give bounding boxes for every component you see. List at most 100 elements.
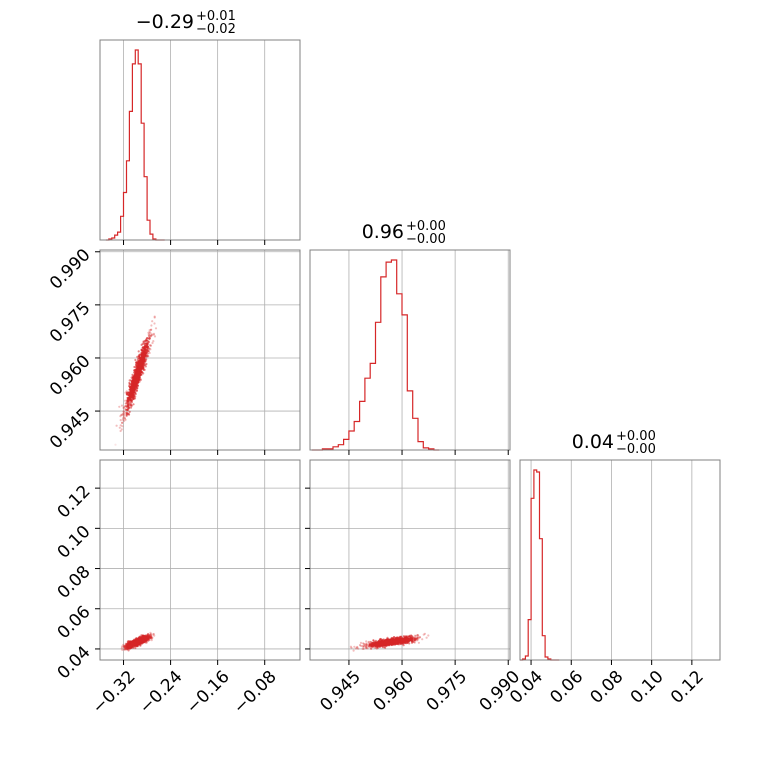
scatter-point	[153, 315, 156, 318]
scatter-core-point	[148, 337, 151, 340]
scatter-point	[384, 646, 387, 649]
scatter-point	[374, 639, 377, 642]
scatter-point	[122, 406, 125, 409]
title-plus: +0.00	[616, 429, 656, 444]
scatter-point	[124, 646, 127, 649]
scatter-point	[132, 395, 135, 398]
scatter-point	[125, 413, 128, 416]
scatter-point	[123, 644, 126, 648]
scatter-point	[150, 634, 153, 638]
scatter-point	[123, 645, 126, 648]
scatter-point	[362, 647, 365, 651]
scatter-point	[139, 378, 142, 381]
scatter-point	[361, 645, 364, 648]
x-tick-label: 0.06	[546, 667, 587, 708]
scatter-0-1	[114, 315, 158, 446]
scatter-point	[149, 633, 152, 636]
scatter-core-point	[413, 638, 417, 642]
scatter-core-point	[134, 371, 138, 375]
scatter-point	[123, 417, 126, 420]
scatter-point	[115, 424, 118, 427]
scatter-core-point	[139, 363, 143, 367]
scatter-point	[120, 428, 123, 431]
scatter-point	[149, 334, 152, 338]
scatter-point	[149, 631, 152, 634]
x-tick-label: 0.945	[316, 667, 365, 716]
scatter-core-point	[133, 382, 137, 386]
scatter-point	[350, 646, 353, 649]
scatter-point	[123, 405, 126, 408]
scatter-point	[150, 334, 153, 337]
panel-grid-1-0	[100, 250, 300, 450]
scatter-point	[412, 640, 415, 644]
scatter-point	[127, 641, 130, 644]
scatter-point	[148, 330, 151, 333]
scatter-point	[150, 328, 153, 331]
scatter-point	[122, 645, 125, 648]
scatter-point	[146, 633, 149, 636]
scatter-point	[367, 645, 371, 648]
scatter-core-point	[143, 345, 147, 348]
title-value: 0.96	[362, 221, 404, 243]
scatter-point	[122, 410, 125, 413]
scatter-point	[122, 414, 125, 417]
scatter-core-point	[130, 383, 134, 387]
histogram-0	[105, 49, 165, 241]
scatter-core-point	[128, 394, 132, 397]
panel-title-2: 0.04 +0.00−0.00	[572, 429, 656, 457]
y-tick-label: 0.10	[54, 522, 95, 563]
scatter-point	[124, 399, 127, 402]
panel-grid-1-1	[348, 250, 509, 450]
scatter-point	[153, 316, 156, 319]
scatter-core-point	[126, 404, 130, 408]
scatter-core-point	[387, 642, 391, 645]
scatter-point	[364, 645, 368, 648]
scatter-point	[154, 327, 158, 330]
scatter-point	[417, 641, 420, 644]
scatter-point	[152, 332, 156, 335]
scatter-point	[123, 645, 126, 649]
scatter-point	[405, 641, 409, 644]
scatter-point	[359, 641, 363, 645]
scatter-point	[357, 647, 360, 650]
scatter-point	[415, 637, 418, 640]
scatter-point	[418, 636, 421, 639]
scatter-point	[145, 641, 148, 644]
x-tick-label: −0.16	[183, 667, 234, 718]
scatter-core-point	[138, 639, 142, 643]
scatter-point	[135, 363, 138, 366]
scatter-core-point	[409, 637, 413, 641]
scatter-point	[353, 645, 356, 648]
scatter-point	[120, 413, 123, 417]
y-tick-label: 0.975	[46, 298, 95, 347]
scatter-point	[148, 344, 151, 347]
scatter-point	[121, 418, 124, 421]
scatter-point	[132, 403, 135, 406]
panel-title-1: 0.96 +0.00−0.00	[362, 219, 446, 247]
scatter-point	[423, 632, 426, 635]
scatter-core-point	[139, 357, 143, 360]
scatter-point	[123, 647, 126, 650]
scatter-point	[123, 648, 126, 651]
scatter-point	[402, 635, 405, 638]
scatter-point	[139, 644, 142, 647]
scatter-point	[359, 644, 362, 647]
scatter-point	[422, 633, 425, 636]
scatter-point	[149, 344, 152, 347]
scatter-point	[151, 636, 154, 639]
scatter-point	[150, 333, 153, 336]
panel-frame-2-2	[519, 459, 721, 661]
title-plus: +0.01	[196, 9, 236, 24]
y-tick-label: 0.960	[46, 351, 95, 400]
scatter-point	[418, 636, 422, 639]
scatter-point	[367, 640, 371, 644]
scatter-point	[119, 429, 122, 433]
scatter-core-point	[143, 636, 147, 640]
scatter-point	[376, 645, 379, 648]
scatter-point	[121, 425, 124, 428]
scatter-point	[143, 343, 146, 346]
scatter-point	[119, 419, 122, 422]
x-tick-label: 0.10	[627, 667, 668, 708]
scatter-point	[416, 633, 419, 637]
scatter-point	[118, 405, 121, 408]
